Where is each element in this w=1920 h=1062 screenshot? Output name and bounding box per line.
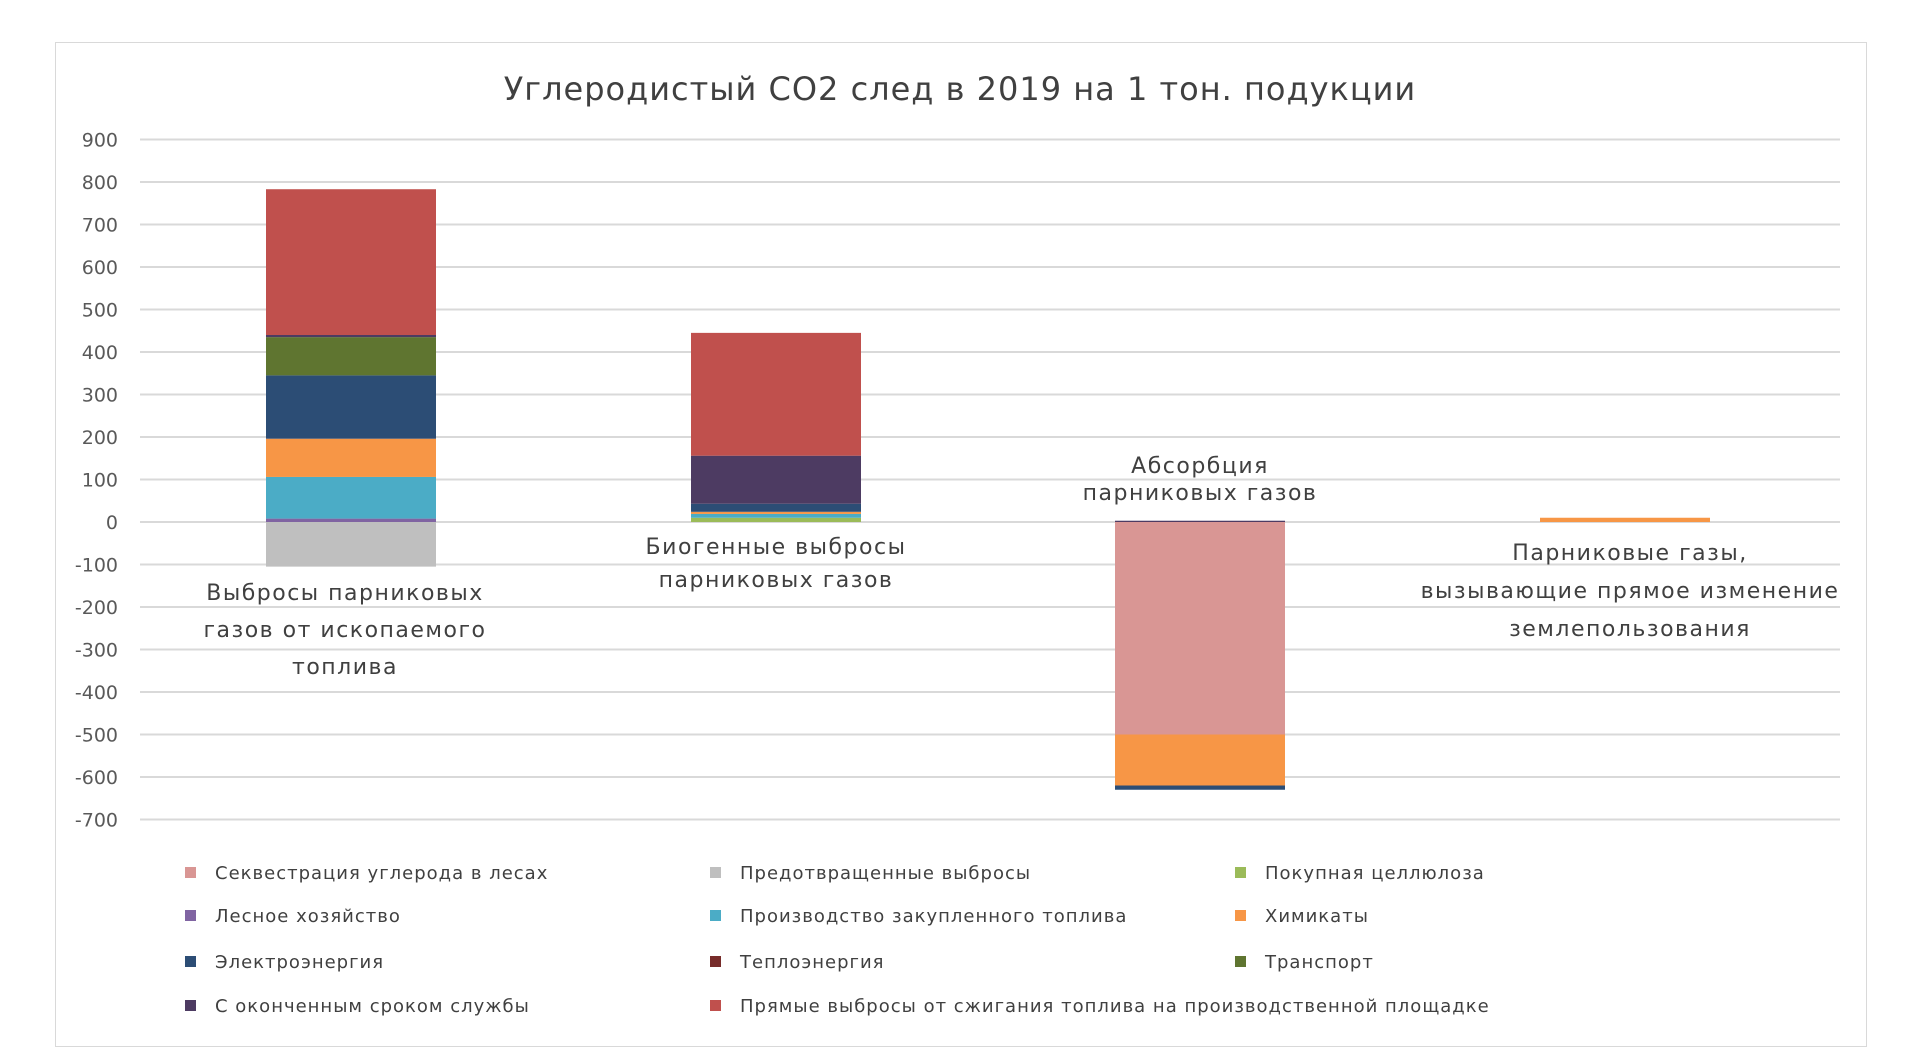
y-axis-labels: 900 800 700 600 500 400 300 200 100 0 -100 -200 -300… (75, 130, 118, 832)
bar-segment (691, 503, 861, 512)
legend: Секвестрация углерода в лесах Предотвраще… (185, 863, 1490, 1017)
legend-label: Секвестрация углерода в лесах (215, 863, 548, 884)
legend-item: Теплоэнергия (710, 952, 885, 973)
legend-label: Транспорт (1264, 952, 1374, 973)
category-label: Биогенные выбросы (646, 535, 907, 560)
legend-label: Лесное хозяйство (215, 906, 401, 927)
category-label: Парниковые газы, (1512, 541, 1747, 566)
y-tick-label: -100 (75, 555, 118, 577)
legend-item: Лесное хозяйство (185, 906, 401, 927)
bar-segment (266, 335, 436, 338)
legend-swatch (710, 910, 721, 921)
category-labels: Выбросы парниковых газов от ископаемого то… (203, 454, 1840, 680)
bar-segment (691, 332, 861, 456)
legend-swatch (185, 867, 196, 878)
legend-label: Электроэнергия (215, 952, 384, 973)
y-tick-label: 400 (82, 342, 118, 364)
legend-label: Производство закупленного топлива (740, 906, 1127, 927)
bar-segment (691, 455, 861, 504)
y-tick-label: 100 (82, 470, 118, 492)
bar-segment (1115, 522, 1285, 735)
legend-item: Транспорт (1235, 952, 1374, 973)
legend-label: Теплоэнергия (739, 952, 885, 973)
y-tick-label: 700 (82, 215, 118, 237)
y-tick-label: 200 (82, 427, 118, 449)
legend-item: Производство закупленного топлива (710, 906, 1127, 927)
category-label: газов от ископаемого (203, 618, 486, 643)
y-tick-label: -200 (75, 597, 118, 619)
bar-segment (691, 511, 861, 514)
bar-segment (266, 375, 436, 439)
legend-item: Химикаты (1235, 906, 1369, 927)
legend-item: С оконченным сроком службы (185, 996, 530, 1017)
legend-label: Прямые выбросы от сжигания топлива на пр… (740, 996, 1490, 1017)
bar-segment (1115, 520, 1285, 522)
chart-area (55, 42, 1867, 1047)
legend-label: С оконченным сроком службы (215, 996, 530, 1017)
legend-item: Покупная целлюлоза (1235, 863, 1485, 884)
bar-segment (266, 337, 436, 376)
legend-label: Покупная целлюлоза (1265, 863, 1485, 884)
legend-swatch (185, 956, 196, 967)
bar-segment (691, 513, 861, 518)
legend-item: Предотвращенные выбросы (710, 863, 1031, 884)
legend-item: Секвестрация углерода в лесах (185, 863, 548, 884)
y-tick-label: 600 (82, 257, 118, 279)
y-tick-label: 900 (82, 130, 118, 152)
category-label: Выбросы парниковых (206, 581, 484, 606)
bar-segment (1115, 734, 1285, 786)
y-tick-label: -700 (75, 810, 118, 832)
bar-segment (266, 522, 436, 567)
legend-swatch (710, 867, 721, 878)
bar-segment (266, 189, 436, 335)
legend-swatch (1235, 867, 1246, 878)
category-label: парниковых газов (659, 568, 894, 593)
y-tick-label: -300 (75, 640, 118, 662)
category-label: парниковых газов (1083, 481, 1318, 506)
legend-swatch (185, 910, 196, 921)
y-tick-label: -500 (75, 725, 118, 747)
bar-segment (1540, 517, 1710, 522)
bars (266, 189, 1710, 790)
category-label: землепользования (1509, 617, 1751, 642)
y-tick-label: -400 (75, 682, 118, 704)
legend-swatch (710, 956, 721, 967)
bar-segment (266, 518, 436, 522)
chart-title: Углеродистый CO2 след в 2019 на 1 тон. п… (504, 70, 1416, 108)
legend-item: Электроэнергия (185, 952, 384, 973)
bar-segment (266, 476, 436, 519)
y-tick-label: -600 (75, 767, 118, 789)
y-tick-label: 0 (106, 512, 118, 534)
bar-segment (1115, 785, 1285, 790)
legend-label: Предотвращенные выбросы (740, 863, 1031, 884)
legend-swatch (185, 1000, 196, 1011)
legend-swatch (1235, 910, 1246, 921)
category-label: топлива (292, 655, 398, 680)
legend-item: Прямые выбросы от сжигания топлива на пр… (710, 996, 1490, 1017)
bar-segment (266, 438, 436, 477)
y-tick-label: 500 (82, 300, 118, 322)
bar-segment (691, 517, 861, 522)
legend-label: Химикаты (1265, 906, 1369, 927)
y-tick-label: 300 (82, 385, 118, 407)
y-tick-label: 800 (82, 172, 118, 194)
category-label: Абсорбция (1131, 454, 1269, 479)
legend-swatch (710, 1000, 721, 1011)
category-label: вызывающие прямое изменение (1421, 579, 1840, 604)
legend-swatch (1235, 956, 1246, 967)
